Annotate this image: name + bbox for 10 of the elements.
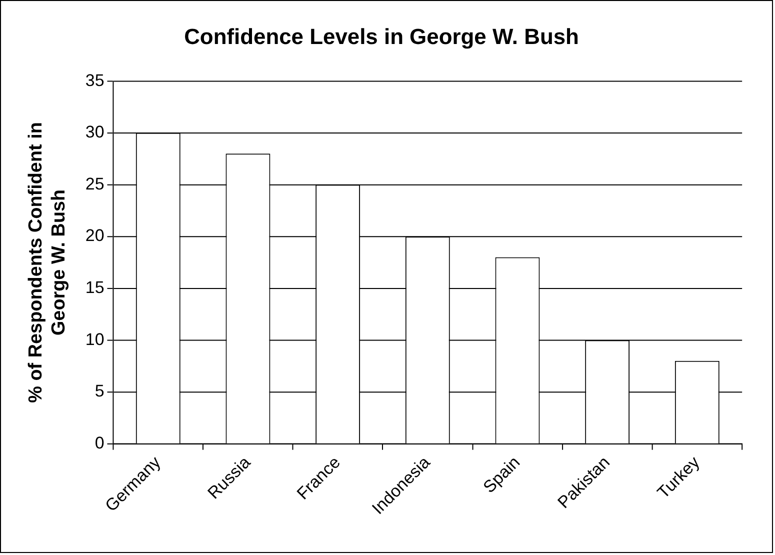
y-tick-label: 20: [85, 226, 104, 246]
y-axis-title: % of Respondents Confident in George W. Bush: [26, 122, 70, 403]
y-tick-label: 30: [85, 122, 104, 142]
y-tick-label: 15: [85, 278, 104, 298]
chart-title: Confidence Levels in George W. Bush: [184, 24, 579, 50]
y-tick-label: 25: [85, 174, 104, 194]
y-tick-label: 0: [94, 434, 104, 453]
y-tick-label: 10: [85, 330, 104, 349]
y-tick-label: 5: [94, 382, 104, 401]
y-tick-label: 35: [85, 70, 104, 90]
